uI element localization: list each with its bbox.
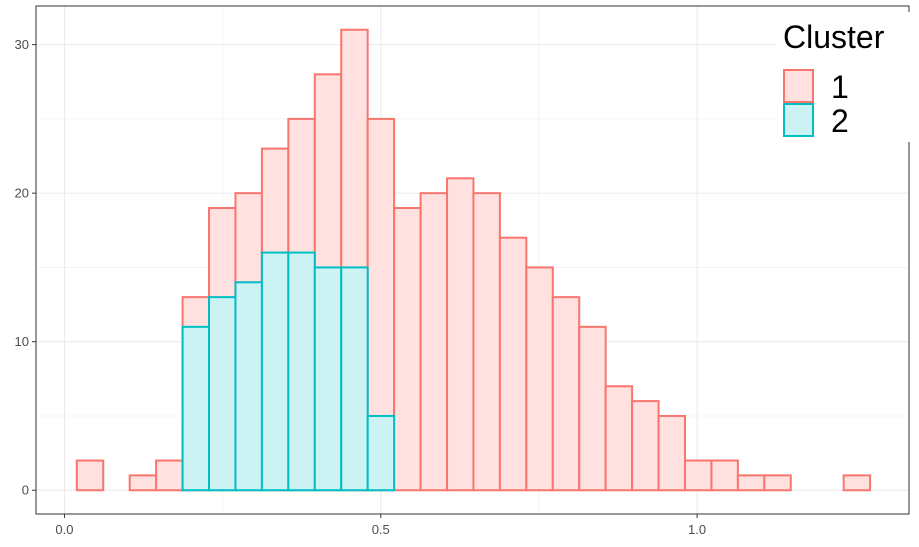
x-tick-label-1: 0.5 bbox=[372, 522, 390, 537]
legend: Cluster 12 bbox=[776, 12, 916, 142]
bar-series-2-bin-11 bbox=[366, 414, 396, 492]
plot-panel-border bbox=[35, 5, 910, 515]
bar-series-1-bin-26 bbox=[763, 474, 792, 492]
x-tick-label-2: 1.0 bbox=[688, 522, 706, 537]
bar-series-1-bin-17 bbox=[525, 266, 554, 492]
legend-title: Cluster bbox=[783, 19, 885, 55]
bar-series-1-bin-20 bbox=[604, 385, 634, 492]
bar-series-2-bin-4 bbox=[181, 325, 211, 492]
bar-series-1-bin-18 bbox=[551, 296, 581, 492]
bar-series-1-bin-14 bbox=[446, 177, 475, 492]
bar-series-1-bin-25 bbox=[736, 474, 766, 492]
y-tick-label-3: 30 bbox=[15, 37, 29, 52]
bar-series-1-bin-22 bbox=[657, 414, 686, 492]
bar-series-1-bin-16 bbox=[498, 236, 528, 492]
bar-series-2-bin-5 bbox=[208, 296, 237, 492]
legend-key-1 bbox=[783, 69, 814, 103]
y-tick-label-2: 20 bbox=[15, 186, 29, 201]
series-2-bars bbox=[181, 251, 396, 492]
bar-series-1-bin-3 bbox=[155, 459, 184, 492]
bar-series-1-bin-23 bbox=[683, 459, 713, 492]
bar-series-1-bin-29 bbox=[842, 474, 872, 492]
bar-series-2-bin-7 bbox=[260, 251, 290, 492]
legend-label-2: 2 bbox=[831, 103, 849, 139]
histogram-bars bbox=[75, 28, 872, 492]
bar-series-2-bin-9 bbox=[313, 266, 343, 492]
bar-series-1-bin-24 bbox=[710, 459, 739, 492]
legend-label-1: 1 bbox=[831, 69, 849, 105]
bar-series-1-bin-12 bbox=[393, 207, 422, 492]
bar-series-2-bin-10 bbox=[340, 266, 369, 492]
y-tick-label-1: 10 bbox=[15, 334, 29, 349]
y-tick-label-0: 0 bbox=[22, 483, 29, 498]
bar-series-1-bin-0 bbox=[75, 459, 105, 492]
bar-series-1-bin-21 bbox=[631, 400, 660, 492]
bar-series-1-bin-15 bbox=[472, 192, 501, 492]
bar-series-1-bin-19 bbox=[578, 325, 607, 492]
x-tick-label-0: 0.0 bbox=[55, 522, 73, 537]
bar-series-1-bin-2 bbox=[128, 474, 158, 492]
bar-series-2-bin-8 bbox=[287, 251, 316, 492]
legend-key-2 bbox=[783, 103, 814, 137]
axes: 0.0 0.5 1.0 0 10 20 30 bbox=[15, 37, 707, 537]
bar-series-1-bin-13 bbox=[419, 192, 449, 492]
bar-series-2-bin-6 bbox=[234, 281, 263, 492]
